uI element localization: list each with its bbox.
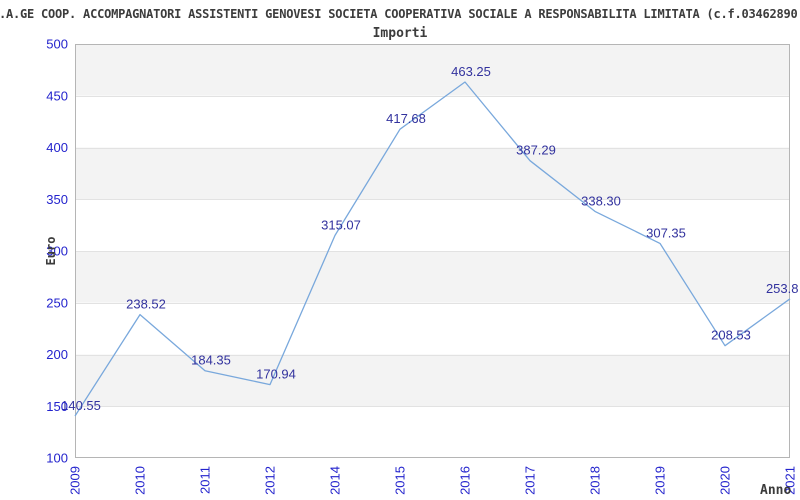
plot-border xyxy=(75,44,790,458)
company-title-strip: A.A.GE COOP. ACCOMPAGNATORI ASSISTENTI G… xyxy=(0,0,800,24)
plot-band xyxy=(75,354,790,407)
plot-band xyxy=(75,251,790,303)
x-tick-label: 2012 xyxy=(263,466,278,495)
point-label: 253.8 xyxy=(766,281,799,296)
x-tick-label: 2014 xyxy=(328,466,343,495)
x-tick-label: 2019 xyxy=(653,466,668,495)
point-label: 184.35 xyxy=(191,353,231,368)
plot-band xyxy=(75,147,790,200)
x-tick-label: 2020 xyxy=(718,466,733,495)
point-label: 463.25 xyxy=(451,64,491,79)
point-label: 315.07 xyxy=(321,217,361,232)
plot-band xyxy=(75,44,790,96)
point-label: 338.30 xyxy=(581,193,621,208)
y-tick-label: 400 xyxy=(46,140,68,155)
data-line xyxy=(74,81,791,417)
point-label: 307.35 xyxy=(646,225,686,240)
y-tick-label: 200 xyxy=(46,347,68,362)
point-label: 387.29 xyxy=(516,143,556,158)
chart-title: Importi xyxy=(372,26,428,41)
point-label: 170.94 xyxy=(256,367,296,382)
y-tick-label: 500 xyxy=(46,37,68,52)
plot-band xyxy=(75,302,790,355)
y-tick-label: 350 xyxy=(46,192,68,207)
y-tick-label: 300 xyxy=(46,244,68,259)
x-tick-label: 2015 xyxy=(393,466,408,495)
x-tick-label: 2016 xyxy=(458,466,473,495)
x-tick-label: 2010 xyxy=(133,466,148,495)
y-tick-label: 150 xyxy=(46,399,68,414)
point-label: 140.55 xyxy=(61,398,101,413)
plot-band xyxy=(75,95,790,148)
x-axis-label: Anno xyxy=(760,483,792,498)
plot-band xyxy=(75,199,790,251)
x-tick-label: 2021 xyxy=(783,466,798,495)
y-tick-label: 450 xyxy=(46,88,68,103)
point-label: 208.53 xyxy=(711,328,751,343)
x-tick-label: 2009 xyxy=(68,466,83,495)
x-tick-label: 2017 xyxy=(523,466,538,495)
y-tick-label: 100 xyxy=(46,451,68,466)
y-axis-label: Euro xyxy=(44,236,58,266)
y-tick-label: 250 xyxy=(46,295,68,310)
company-title: A.A.GE COOP. ACCOMPAGNATORI ASSISTENTI G… xyxy=(0,7,798,21)
x-tick-label: 2018 xyxy=(588,466,603,495)
point-label: 417.68 xyxy=(386,111,426,126)
plot-band xyxy=(75,406,790,458)
x-tick-label: 2011 xyxy=(198,466,213,494)
point-label: 238.52 xyxy=(126,297,166,312)
